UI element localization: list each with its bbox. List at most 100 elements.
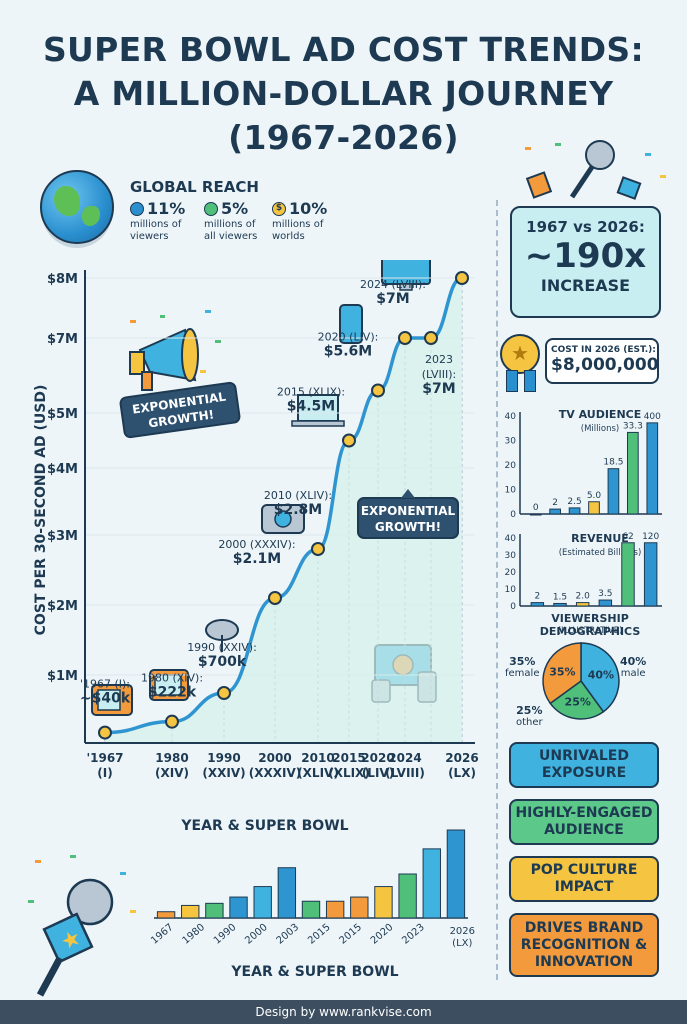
benefit-pill-exposure: UNRIVALED EXPOSURE: [509, 742, 659, 788]
data-label: $222k: [148, 685, 197, 701]
x-tick-label: 2015: [337, 922, 364, 947]
data-label: ~$40k: [80, 691, 131, 707]
x-tick-label: 2015: [332, 751, 365, 765]
data-label: $5.6M: [324, 344, 372, 360]
revenue-bar-chart: REVENUE (Estimated Billions) 0 10 20 30 40 2 1.5…: [505, 532, 662, 612]
y-tick-label: 40: [505, 534, 517, 544]
bar: [621, 542, 635, 607]
bar: [643, 542, 658, 607]
bar: [549, 508, 561, 515]
bar-value-label: 2: [552, 498, 558, 508]
data-point: [371, 383, 385, 398]
pie-slice: [580, 642, 620, 713]
x-tick-label: 2023: [400, 922, 427, 947]
data-label: 1980 (XIV):: [141, 672, 203, 685]
y-tick-label: 0: [510, 602, 516, 612]
bar: [607, 468, 620, 515]
data-label: (LVIII):: [422, 368, 456, 381]
bar-value-label: 18.5: [603, 458, 623, 468]
microphone-decoration: ★: [28, 855, 136, 997]
satellite-dish-icon: [205, 619, 239, 652]
y-tick-label: 30: [505, 437, 517, 447]
y-tick-label: 40: [505, 412, 517, 422]
data-point: [424, 331, 438, 345]
benefit-pill-brand-recognition: DRIVES BRAND RECOGNITION & INNOVATION: [509, 913, 659, 977]
y-tick-label: $2M: [47, 599, 78, 614]
globe-icon: [40, 170, 114, 244]
laptop-icon: [291, 394, 345, 427]
pie-slice: [549, 679, 605, 720]
dollar-icon: $: [272, 202, 286, 216]
y-tick-label: $4M: [47, 462, 78, 477]
data-label: $7M: [376, 291, 409, 307]
smartphone-icon: [339, 304, 363, 344]
x-tick-label: (LX): [448, 766, 476, 780]
x-tick-label: 2003: [275, 922, 302, 947]
x-axis-label: YEAR & SUPER BOWL: [230, 964, 398, 980]
data-point: [268, 591, 282, 605]
badge-text: GROWTH!: [375, 520, 441, 534]
x-tick-label: (XLIV): [297, 766, 339, 780]
data-point: [342, 433, 356, 448]
y-axis-label: COST PER 30-SECOND AD (USD): [33, 385, 49, 636]
bar-value-label: 62: [622, 532, 633, 542]
data-point: [311, 542, 325, 556]
bar: [253, 886, 272, 919]
pie-slice: [542, 642, 582, 705]
x-tick-label: 2026: [445, 751, 478, 765]
data-label: 2010 (XLIV):: [264, 489, 332, 502]
cost-2026-callout: COST IN 2026 (EST.): $8,000,000: [545, 338, 659, 384]
x-tick-label: 1990: [212, 922, 239, 947]
x-tick-label: 1980: [180, 922, 207, 947]
bar-value-label: 33.3: [623, 421, 643, 431]
pie-outer-label-other: 25% other: [516, 704, 543, 728]
x-tick-label: 2010: [301, 751, 334, 765]
pie-slice-label: 35%: [549, 666, 575, 679]
x-tick-label: (XIV): [155, 766, 189, 780]
bar: [398, 873, 417, 919]
data-label: 2015 (XLIX):: [277, 386, 345, 399]
data-point: [398, 331, 412, 345]
microphone-icon: ★: [36, 878, 114, 997]
pie-slice-label: 40%: [588, 669, 614, 682]
demographics-title: VIEWERSHIP DEMOGRAPHICS: [539, 612, 641, 638]
bar: [588, 501, 600, 515]
bar: [446, 829, 466, 919]
bar: [598, 599, 613, 607]
data-point: [217, 686, 231, 700]
data-label: 2000 (XXXIV):: [218, 538, 295, 551]
bar-value-label: 2.0: [576, 592, 591, 602]
bar: [530, 602, 545, 607]
megaphone-icon: [129, 328, 199, 391]
pie-outer-label-female: 35% female: [505, 655, 540, 679]
x-tick-label: 1980: [155, 751, 188, 765]
page-title: SUPER BOWL AD COST TRENDS: A MILLION-DOL…: [42, 30, 644, 157]
bar: [568, 507, 581, 515]
badge-text: EXPONENTIAL: [361, 504, 456, 518]
bar: [156, 911, 176, 919]
bar: [181, 904, 200, 919]
bar: [350, 896, 369, 919]
bar-value-label: 120: [642, 532, 659, 542]
bar: [575, 602, 590, 607]
bar: [277, 867, 297, 919]
bar-value-label: 2: [534, 592, 540, 602]
bar: [553, 602, 567, 607]
x-tick-label: (LX): [452, 938, 472, 949]
x-tick-label: 2020: [361, 751, 394, 765]
bar: [627, 431, 639, 515]
globe-icon: [130, 202, 144, 216]
bar: [205, 902, 224, 919]
data-label: 2020 (LIV):: [318, 331, 379, 344]
x-tick-label: (LIV): [362, 766, 394, 780]
bar: [374, 886, 393, 919]
x-tick-label: 2020: [369, 922, 396, 947]
data-label: $4.5M: [287, 399, 335, 415]
x-tick-label: 2000: [243, 922, 270, 947]
y-tick-label: 20: [505, 461, 517, 471]
bar: [301, 900, 321, 919]
bar-value-label: 3.5: [598, 589, 612, 599]
footer-credit: Design by www.rankvise.com: [0, 1000, 687, 1024]
reach-item-viewers: 11% millions of viewers: [130, 199, 186, 242]
